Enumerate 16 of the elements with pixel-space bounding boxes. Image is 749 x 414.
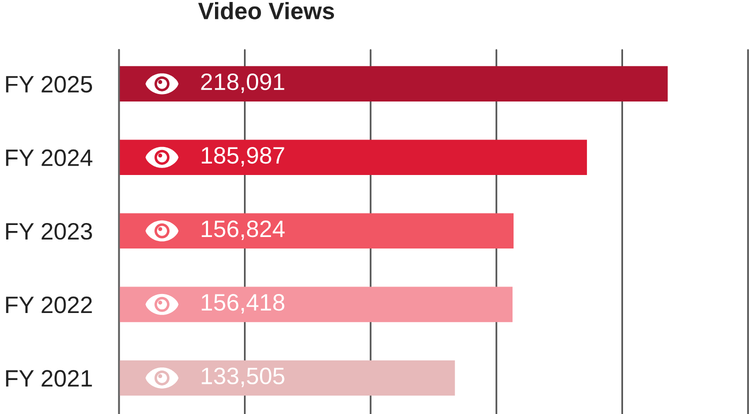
data-label: 156,824 xyxy=(202,220,285,240)
y-tick-label: FY 2022 xyxy=(6,296,92,314)
data-label: 133,505 xyxy=(202,368,284,388)
y-tick-label: FY 2025 xyxy=(6,76,92,93)
y-tick-label: FY 2021 xyxy=(6,370,92,387)
bar xyxy=(119,140,587,176)
data-label: 156,418 xyxy=(202,294,284,314)
y-tick-label: FY 2023 xyxy=(6,222,92,240)
data-label: 218,091 xyxy=(201,73,284,93)
chart-title: Video Views xyxy=(198,2,334,20)
bar xyxy=(119,213,514,249)
bar xyxy=(119,286,513,322)
bar xyxy=(119,360,455,396)
y-tick-label: FY 2024 xyxy=(6,149,92,166)
data-label: 185,987 xyxy=(202,146,284,166)
bar xyxy=(119,66,668,102)
